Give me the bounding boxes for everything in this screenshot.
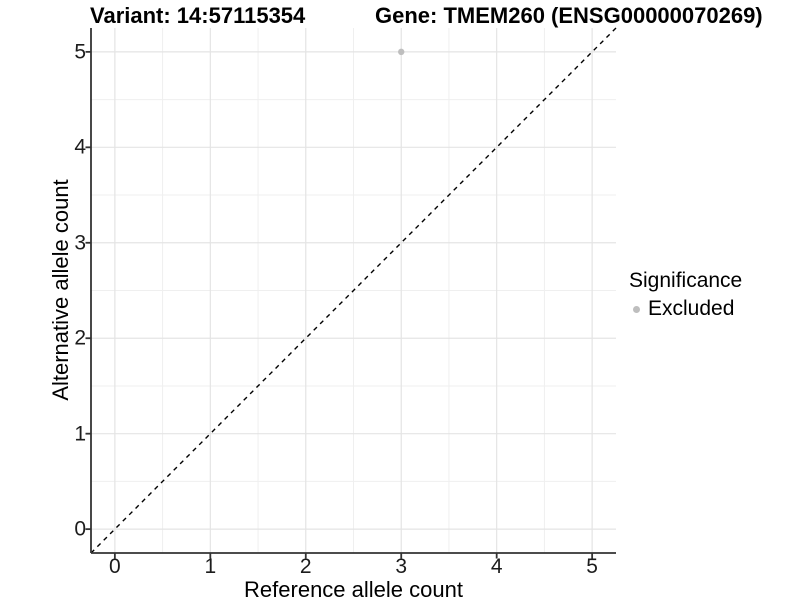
x-tick-label-3: 3 (395, 555, 408, 578)
plot-title-variant: Variant: 14:57115354 (90, 3, 306, 28)
legend: Significance Excluded (629, 268, 742, 321)
x-tick-label-1: 1 (204, 555, 217, 578)
y-axis-title: Alternative allele count (48, 179, 73, 401)
legend-entry-excluded: Excluded (629, 297, 742, 321)
y-tick-label-4: 4 (74, 135, 86, 159)
identity-dashed-line (90, 27, 617, 554)
x-tick-label-4: 4 (490, 555, 503, 578)
y-tick-label-0: 0 (74, 517, 86, 541)
y-tick-label-2: 2 (74, 326, 86, 350)
x-tick-label-5: 5 (586, 555, 598, 578)
y-tick-label-1: 1 (74, 422, 86, 446)
x-tick-label-0: 0 (109, 555, 121, 578)
legend-point-icon (633, 305, 640, 313)
legend-title: Significance (629, 269, 743, 292)
plot-title-gene: Gene: TMEM260 (ENSG00000070269) (375, 3, 763, 28)
x-axis-title: Reference allele count (244, 577, 463, 600)
legend-entry-label: Excluded (648, 297, 735, 321)
data-point (398, 48, 405, 56)
y-tick-label-3: 3 (74, 231, 86, 255)
y-tick-label-5: 5 (74, 40, 86, 64)
x-tick-label-2: 2 (299, 555, 312, 578)
